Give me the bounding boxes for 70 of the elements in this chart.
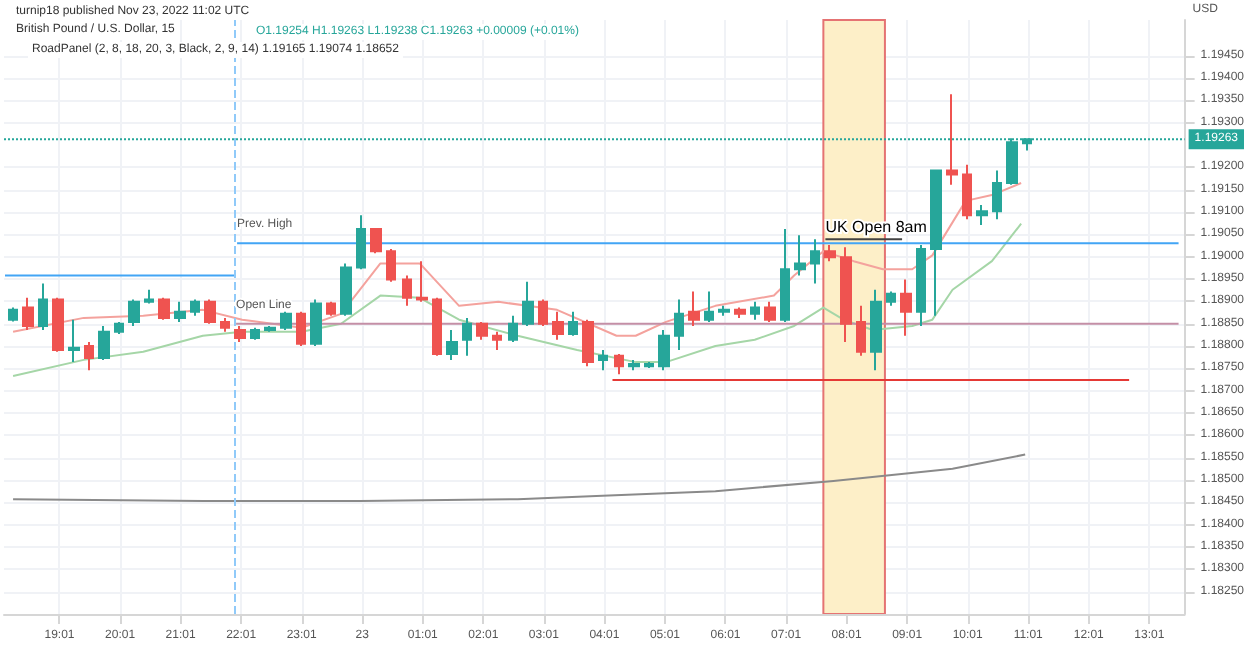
candlestick bbox=[114, 320, 124, 335]
candlestick bbox=[718, 304, 730, 317]
candlestick bbox=[234, 324, 246, 344]
candlestick bbox=[264, 324, 276, 333]
candlestick bbox=[128, 298, 140, 327]
candlestick bbox=[780, 228, 790, 323]
line-series bbox=[12, 453, 1027, 503]
candlestick bbox=[658, 328, 670, 372]
candlestick bbox=[644, 361, 654, 369]
candlestick bbox=[734, 306, 746, 319]
candlestick bbox=[310, 298, 322, 348]
candlestick bbox=[190, 298, 200, 317]
candlestick bbox=[856, 304, 866, 357]
candlestick bbox=[416, 260, 428, 303]
candlestick bbox=[538, 298, 548, 327]
candlestick bbox=[356, 214, 366, 271]
candlestick bbox=[144, 288, 154, 305]
candlestick bbox=[386, 248, 396, 283]
candlestick bbox=[476, 320, 488, 341]
candlestick bbox=[204, 298, 216, 325]
candlestick bbox=[930, 169, 942, 317]
candlestick bbox=[220, 316, 230, 333]
candlestick bbox=[68, 318, 80, 364]
candlestick bbox=[340, 262, 352, 317]
candlestick bbox=[8, 306, 18, 323]
annotation: UK Open 8am bbox=[825, 218, 928, 237]
candlestick bbox=[432, 296, 442, 357]
candlestick bbox=[84, 341, 94, 372]
candlestick bbox=[946, 93, 958, 186]
candlestick bbox=[824, 244, 836, 263]
candlestick bbox=[794, 234, 806, 277]
candlestick bbox=[522, 280, 534, 327]
candlestick bbox=[976, 203, 988, 226]
candlestick bbox=[174, 300, 186, 323]
candlestick bbox=[628, 358, 640, 372]
candlestick bbox=[552, 310, 564, 341]
candlestick bbox=[674, 298, 684, 352]
candlestick bbox=[508, 314, 518, 344]
candlestick bbox=[916, 244, 926, 327]
candlestick bbox=[870, 288, 882, 372]
candlestick bbox=[750, 300, 760, 321]
candlestick bbox=[598, 349, 608, 372]
candlestick bbox=[614, 353, 624, 376]
candlestick bbox=[962, 163, 972, 221]
candlestick bbox=[402, 274, 412, 307]
candlestick bbox=[992, 169, 1002, 221]
candlestick bbox=[250, 326, 260, 341]
candlestick bbox=[568, 310, 578, 337]
candlestick bbox=[158, 296, 170, 321]
candlestick bbox=[326, 300, 336, 317]
candlestick bbox=[38, 282, 48, 331]
candlestick bbox=[840, 246, 852, 344]
line-series bbox=[12, 222, 1023, 377]
candlestick bbox=[446, 328, 458, 361]
candlestick bbox=[370, 228, 382, 255]
candlestick bbox=[886, 290, 896, 307]
candlestick bbox=[704, 290, 714, 323]
candlestick bbox=[900, 278, 912, 337]
candlestick bbox=[296, 310, 306, 348]
candlestick bbox=[764, 300, 776, 323]
candlestick bbox=[492, 330, 502, 352]
candlestick bbox=[810, 238, 820, 285]
candlestick bbox=[688, 290, 700, 327]
candlestick bbox=[280, 310, 292, 331]
candlestick bbox=[462, 316, 472, 357]
candlestick bbox=[22, 296, 34, 331]
candlestick bbox=[582, 318, 594, 368]
candlestick bbox=[52, 296, 64, 353]
candlestick bbox=[98, 324, 110, 361]
line-series bbox=[12, 182, 1023, 337]
